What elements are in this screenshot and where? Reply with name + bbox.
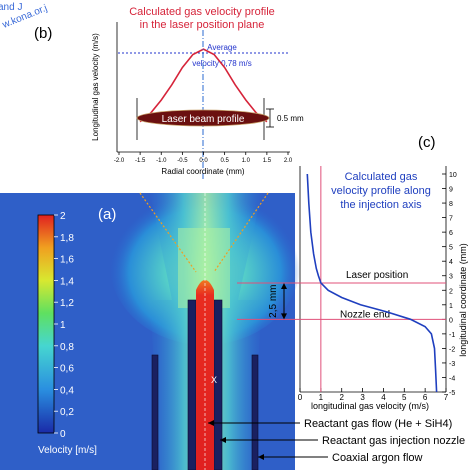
panel-b-title-line-1: Calculated gas velocity profile	[129, 6, 275, 18]
colorbar-tick-label: 1,8	[60, 233, 74, 244]
callout-arrowhead-3	[258, 454, 264, 460]
b-x-tick-label: -2.0	[114, 158, 125, 164]
c-y-tick-label: 6	[449, 230, 453, 237]
c-y-tick-label: 8	[449, 201, 453, 208]
colorbar-tick-label: 0,8	[60, 342, 74, 353]
gap-label: 2,5 mm	[268, 284, 279, 317]
callout-reactant-flow: Reactant gas flow (He + SiH4)	[304, 418, 452, 430]
panel-a-letter: (a)	[98, 206, 116, 223]
c-y-tick-label: -4	[449, 375, 455, 382]
panel-b-x-label: Radial coordinate (mm)	[161, 167, 244, 176]
c-y-tick-label: 2	[449, 288, 453, 295]
b-x-tick-label: 2.0	[284, 158, 293, 164]
colorbar-tick-label: 1,6	[60, 255, 74, 266]
b-x-tick-label: -1.5	[135, 158, 146, 164]
beam-size-label: 0.5 mm	[277, 114, 304, 123]
panel-c-y-label: longitudinal coordinate (mm)	[458, 243, 468, 357]
panel-c-title-line-1: Calculated gas	[345, 171, 418, 183]
c-y-tick-label: 10	[449, 172, 457, 179]
c-y-tick-label: 0	[449, 317, 453, 324]
b-x-tick-label: 0.0	[199, 158, 208, 164]
c-x-tick-label: 1	[319, 393, 324, 402]
panel-c-y-ticks: -5 -4 -3 -2 -1 0 1 2 3 4 5 6 7 8 9 10	[442, 172, 457, 397]
c-y-tick-label: 7	[449, 216, 453, 223]
c-y-tick-label: -2	[449, 346, 455, 353]
watermark-line-1: and J	[0, 2, 22, 13]
callout-arrowhead-1	[208, 420, 214, 426]
callouts: Reactant gas flow (He + SiH4) Reactant g…	[208, 418, 465, 464]
panel-c-x-label: longitudinal gas velocity (m/s)	[311, 401, 429, 411]
colorbar-label: Velocity [m/s]	[38, 445, 97, 456]
panel-b-x-ticks: -2.0 -1.5 -1.0 -0.5 0.0 0.5 1.0 1.5 2.0	[114, 152, 293, 164]
c-y-tick-label: 3	[449, 274, 453, 281]
b-x-tick-label: -0.5	[177, 158, 188, 164]
average-label-line-1: Average	[207, 43, 237, 52]
b-x-tick-label: 1.5	[263, 158, 272, 164]
panel-c-letter: (c)	[418, 134, 436, 151]
c-x-tick-label: 5	[402, 393, 407, 402]
outer-wall-left	[151, 354, 159, 470]
c-y-tick-label: -3	[449, 361, 455, 368]
c-y-tick-label: -5	[449, 390, 455, 397]
c-x-tick-label: 0	[298, 393, 303, 402]
outer-wall-right	[251, 354, 259, 470]
colorbar-tick-label: 0	[60, 429, 66, 440]
c-y-tick-label: 9	[449, 187, 453, 194]
callout-arrowhead-2	[220, 437, 226, 443]
colorbar-ticks: 0 0,2 0,4 0,6 0,8 1 1,2 1,4 1,6 1,8 2	[54, 211, 74, 440]
panel-c-x-ticks: 0 1 2 3 4 5 6 7	[298, 388, 449, 402]
c-y-tick-label: 1	[449, 303, 453, 310]
gap-arrowhead-top	[281, 283, 287, 289]
colorbar-tick-label: 0,4	[60, 385, 74, 396]
colorbar-tick-label: 2	[60, 211, 66, 222]
colorbar-tick-label: 0,6	[60, 364, 74, 375]
axial-velocity-profile	[306, 173, 438, 393]
laser-position-label: Laser position	[346, 270, 408, 281]
panel-b: (b) Calculated gas velocity profile in t…	[34, 6, 304, 180]
panel-c-title-line-2: velocity profile along	[331, 185, 431, 197]
axis-marker: X	[211, 375, 217, 385]
nozzle-wall-right	[213, 299, 223, 470]
panel-c: (c) Calculated gas velocity profile alon…	[237, 134, 468, 411]
c-x-tick-label: 2	[339, 393, 344, 402]
panel-b-y-label: Longitudinal gas velocity (m/s)	[91, 33, 100, 141]
gap-arrowhead-bottom	[281, 313, 287, 320]
laser-beam-profile	[136, 109, 270, 127]
c-x-tick-label: 4	[381, 393, 386, 402]
panel-b-title-line-2: in the laser position plane	[140, 19, 265, 31]
callout-injection-nozzle: Reactant gas injection nozzle	[322, 435, 465, 447]
c-x-tick-label: 3	[360, 393, 365, 402]
panel-a: X (a) 0 0,2 0,4 0,6 0,8 1 1,2 1,4 1,6 1,8 2 Veloci…	[0, 185, 300, 470]
colorbar-tick-label: 0,2	[60, 407, 74, 418]
c-x-tick-label: 6	[423, 393, 428, 402]
c-y-tick-label: 5	[449, 245, 453, 252]
callout-coaxial-argon: Coaxial argon flow	[332, 452, 423, 464]
velocity-colorbar	[37, 214, 55, 434]
c-x-tick-label: 7	[444, 393, 449, 402]
b-x-tick-label: 0.5	[220, 158, 229, 164]
panel-c-title-line-3: the injection axis	[340, 199, 422, 211]
b-x-tick-label: 1.0	[242, 158, 251, 164]
c-y-tick-label: 4	[449, 259, 453, 266]
colorbar-tick-label: 1	[60, 320, 66, 331]
expansion-line-left	[139, 192, 197, 273]
colorbar-tick-label: 1,4	[60, 276, 74, 287]
laser-beam-label: Laser beam profile	[162, 114, 245, 125]
nozzle-wall-left	[187, 299, 197, 470]
b-x-tick-label: -1.0	[156, 158, 167, 164]
colorbar-tick-label: 1,2	[60, 298, 74, 309]
c-y-tick-label: -1	[449, 332, 455, 339]
nozzle-end-label: Nozzle end	[340, 309, 390, 320]
panel-b-letter: (b)	[34, 25, 52, 42]
